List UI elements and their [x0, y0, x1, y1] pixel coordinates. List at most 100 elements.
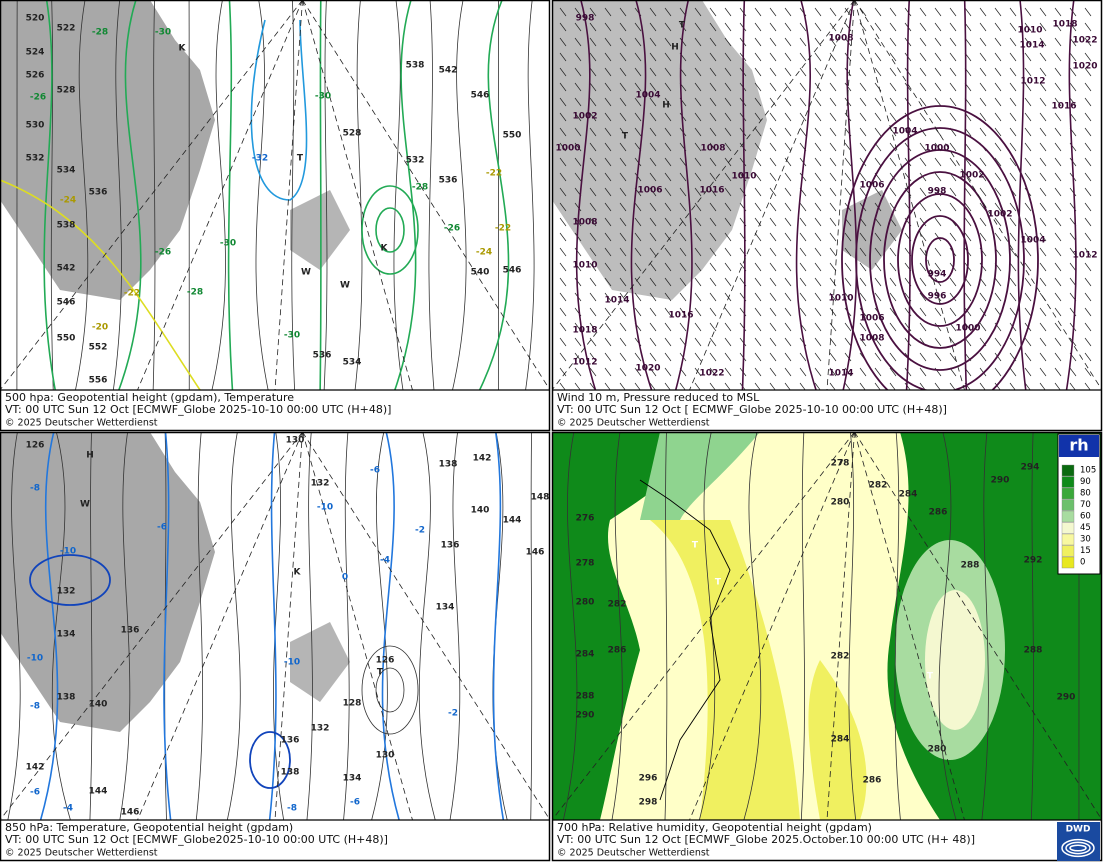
wind-barb: [1009, 67, 1017, 77]
wind-barb: [814, 127, 822, 137]
wind-barb: [664, 247, 672, 257]
wind-barb: [964, 322, 972, 332]
wind-barb: [724, 52, 732, 62]
wind-barb: [1084, 52, 1092, 62]
contour: [611, 432, 623, 820]
wind-barb: [859, 322, 867, 332]
wind-barb: [559, 277, 567, 287]
wind-barb: [1054, 262, 1062, 272]
wind-barb: [1084, 7, 1092, 17]
contour-label: 1010: [828, 294, 853, 304]
wind-barb: [694, 352, 702, 362]
wind-barb: [649, 67, 657, 77]
wind-barb: [754, 37, 762, 47]
wind-barb: [1054, 277, 1062, 287]
wind-barb: [754, 352, 762, 362]
wind-barb: [709, 367, 717, 377]
wind-barb: [634, 82, 642, 92]
wind-barb: [1054, 307, 1062, 317]
wind-barb: [934, 322, 942, 332]
wind-barb: [1009, 97, 1017, 107]
wind-barb: [769, 307, 777, 317]
contour: [855, 127, 1025, 390]
wind-barb: [934, 217, 942, 227]
wind-barb: [724, 142, 732, 152]
wind-barb: [574, 7, 582, 17]
wind-barb: [769, 112, 777, 122]
contour-label: 532: [406, 156, 425, 166]
wind-barb: [724, 7, 732, 17]
wind-barb: [814, 52, 822, 62]
land: [290, 190, 350, 270]
wind-barb: [799, 307, 807, 317]
wind-barb: [994, 7, 1002, 17]
contour: [323, 0, 328, 390]
wind-barb: [619, 367, 627, 377]
wind-barb: [589, 82, 597, 92]
contour-label: 532: [26, 154, 45, 164]
wind-barb: [949, 52, 957, 62]
wind-barb: [649, 112, 657, 122]
wind-barb: [589, 232, 597, 242]
wind-barb: [574, 202, 582, 212]
contour-label: 278: [831, 459, 850, 469]
wind-barb: [994, 277, 1002, 287]
contour-label: 280: [576, 598, 595, 608]
wind-barb: [694, 277, 702, 287]
wind-barb: [574, 67, 582, 77]
wind-barb: [919, 247, 927, 257]
wind-barb: [1054, 247, 1062, 257]
contour: [112, 0, 122, 390]
wind-barb: [1084, 172, 1092, 182]
wind-barb: [1054, 67, 1062, 77]
contour-label: -2: [448, 709, 458, 719]
wind-barb: [1084, 22, 1092, 32]
contour-label: 550: [57, 334, 76, 344]
wind-barb: [724, 157, 732, 167]
wind-barb: [934, 157, 942, 167]
contour: [273, 432, 285, 820]
contour: [674, 0, 693, 390]
contour: [74, 0, 89, 390]
contour-label: -8: [287, 804, 297, 814]
wind-barb: [559, 37, 567, 47]
contour-label: -10: [317, 503, 333, 513]
wind-barb: [874, 217, 882, 227]
wind-barb: [724, 22, 732, 32]
wind-barb: [709, 127, 717, 137]
isotherm: [250, 19, 308, 201]
contour-label: 536: [89, 188, 108, 198]
wind-barb: [574, 247, 582, 257]
humidity-low: [925, 590, 985, 730]
wind-barb: [559, 232, 567, 242]
wind-barb: [694, 127, 702, 137]
wind-barb: [1024, 82, 1032, 92]
wind-barb: [709, 52, 717, 62]
legend-tick-label: 30: [1080, 535, 1091, 545]
wind-barb: [874, 97, 882, 107]
wind-barb: [814, 142, 822, 152]
wind-barb: [994, 292, 1002, 302]
wind-barb: [604, 367, 612, 377]
wind-barb: [709, 7, 717, 17]
wind-barb: [559, 307, 567, 317]
contour-label: 1012: [1020, 77, 1045, 87]
wind-barb: [1054, 127, 1062, 137]
wind-barb: [619, 142, 627, 152]
contour-label: 546: [471, 91, 490, 101]
contour-label: 996: [928, 292, 947, 302]
wind-barb: [619, 22, 627, 32]
wind-barb: [589, 277, 597, 287]
wind-barb: [889, 247, 897, 257]
wind-barb: [559, 352, 567, 362]
wind-barb: [724, 247, 732, 257]
wind-barb: [724, 232, 732, 242]
wind-barb: [694, 157, 702, 167]
wind-barb: [1039, 7, 1047, 17]
contour: [530, 432, 533, 820]
wind-barb: [664, 7, 672, 17]
wind-barb: [574, 172, 582, 182]
wind-barb: [559, 367, 567, 377]
wind-barb: [919, 217, 927, 227]
wind-barb: [619, 7, 627, 17]
